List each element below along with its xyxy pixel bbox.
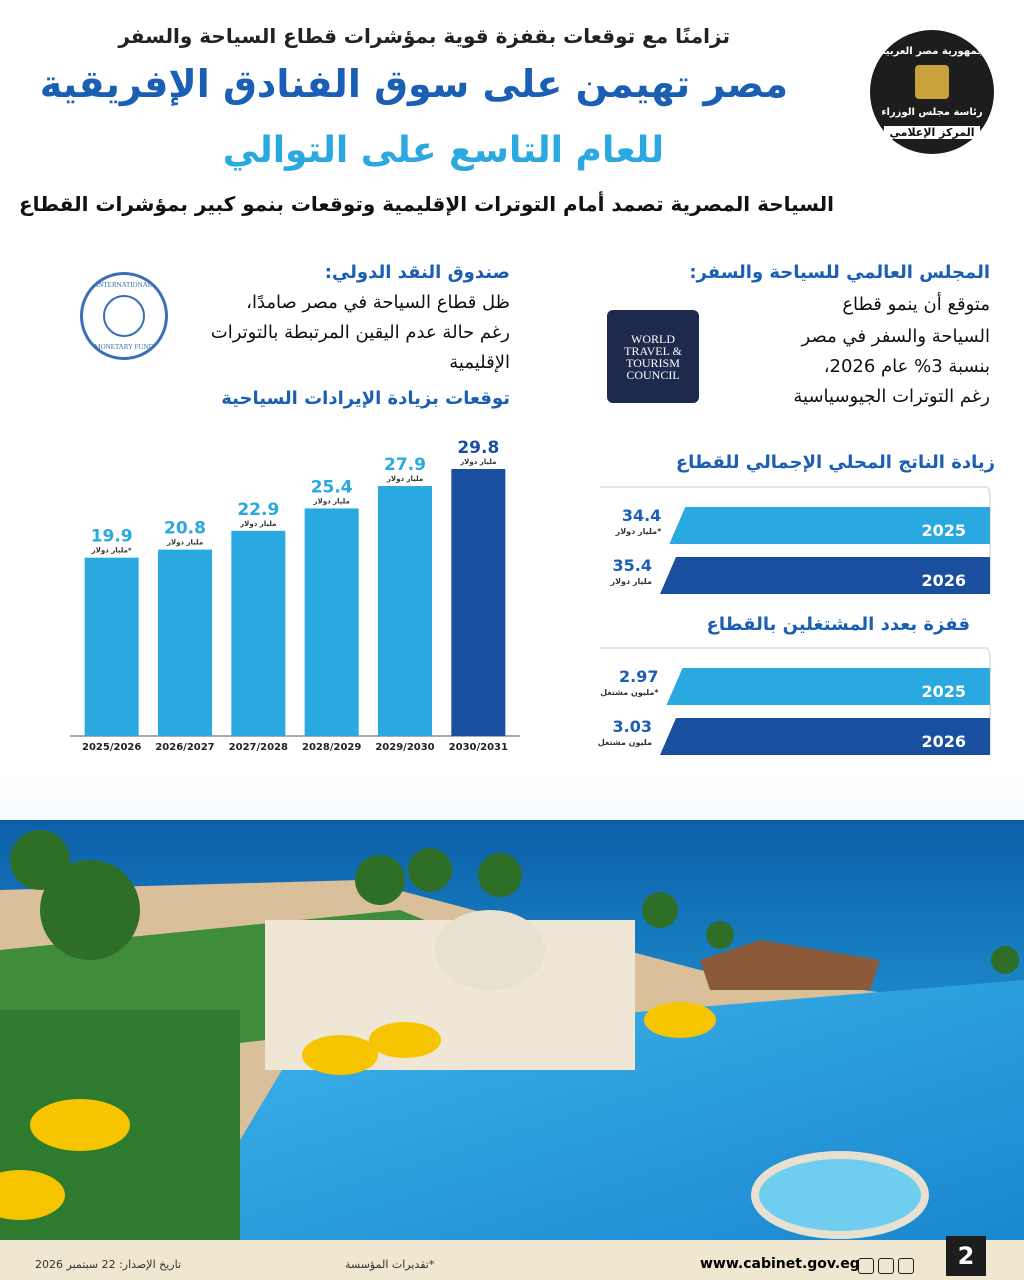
category-label: 2025 <box>921 682 966 701</box>
media-center-logo: جمهورية مصر العربية رئاسة مجلس الوزراء ا… <box>870 30 994 154</box>
logo-text: TRAVEL & <box>624 343 682 358</box>
unit-label: مليون مشتغل* <box>600 688 659 697</box>
unit-label: مليار دولار <box>386 475 423 483</box>
chart-title: توقعات بزيادة الإيرادات السياحية <box>221 388 510 409</box>
bar <box>666 668 990 705</box>
category-label: 2026 <box>921 732 966 751</box>
category-label: 2026 <box>921 571 966 590</box>
logo-text: MONETARY FUND <box>94 343 154 351</box>
bar <box>231 530 286 736</box>
social-icons <box>858 1258 914 1274</box>
logo-globe <box>103 295 145 337</box>
wttc-text: بنسبة 3% عام 2026، <box>823 356 990 377</box>
unit-label: مليار دولار <box>312 497 349 505</box>
imf-text: رغم حالة عدم اليقين المرتبطة بالتوترات <box>210 322 510 343</box>
logo-eagle <box>915 64 949 99</box>
x-icon[interactable] <box>878 1258 894 1274</box>
bar <box>660 718 990 755</box>
x-tick-label: 2028/2029 <box>302 742 361 753</box>
category-label: 2025 <box>921 521 966 540</box>
bar <box>451 469 506 736</box>
value-label: 3.03 <box>613 717 652 736</box>
facebook-icon[interactable] <box>858 1258 874 1274</box>
logo-text: WORLD <box>631 331 675 346</box>
main-title: مصر تهيمن على سوق الفنادق الإفريقية <box>39 62 788 106</box>
resort-photo <box>0 770 1024 1240</box>
footnote: *تقديرات المؤسسة <box>345 1258 435 1271</box>
value-label: 27.9 <box>384 455 426 475</box>
website[interactable]: www.cabinet.gov.eg <box>700 1256 860 1272</box>
bar <box>669 507 990 544</box>
unit-label: مليار دولار <box>239 520 276 528</box>
x-tick-label: 2025/2026 <box>82 742 141 753</box>
bar <box>304 508 359 736</box>
page-number: 2 <box>946 1236 986 1276</box>
logo-text: INTERNATIONAL <box>96 281 152 289</box>
main-title-2: للعام التاسع على التوالي <box>222 130 664 171</box>
wttc-text: رغم التوترات الجيوسياسية <box>793 386 990 407</box>
logo-text: المركز الإعلامي <box>884 125 980 139</box>
x-tick-label: 2026/2027 <box>155 742 214 753</box>
value-label: 20.8 <box>164 519 206 539</box>
unit-label: مليار دولار <box>459 458 496 466</box>
value-label: 22.9 <box>237 500 279 520</box>
unit-label: مليار دولار <box>609 577 652 586</box>
imf-text: الإقليمية <box>449 352 510 373</box>
value-label: 29.8 <box>457 438 499 458</box>
wttc-heading: المجلس العالمي للسياحة والسفر: <box>689 262 990 283</box>
wttc-logo: WORLD TRAVEL & TOURISM COUNCIL <box>607 310 699 403</box>
x-tick-label: 2029/2030 <box>375 742 434 753</box>
chart-title: قفزة بعدد المشتغلين بالقطاع <box>707 614 970 635</box>
panel-bracket <box>600 647 991 753</box>
value-label: 25.4 <box>311 477 353 497</box>
unit-label: مليون مشتغل <box>598 738 652 747</box>
logo-text: جمهورية مصر العربية <box>879 45 985 57</box>
charts: توقعات بزيادة الإيرادات السياحية19.9مليا… <box>70 388 995 755</box>
logo-text: رئاسة مجلس الوزراء <box>881 106 983 118</box>
logo-text: TOURISM <box>626 355 680 370</box>
bar <box>660 557 990 594</box>
panel-bracket <box>600 486 991 592</box>
issue-date: تاريخ الإصدار: 22 سبتمبر 2026 <box>35 1258 182 1271</box>
bar <box>84 557 139 736</box>
kicker: تزامنًا مع توقعات بقفزة قوية بمؤشرات قطا… <box>118 24 730 48</box>
value-label: 19.9 <box>91 527 133 547</box>
x-tick-label: 2027/2028 <box>229 742 288 753</box>
unit-label: مليار دولار* <box>615 527 663 536</box>
imf-text: ظل قطاع السياحة في مصر صامدًا، <box>246 292 510 313</box>
footer <box>0 1240 1024 1280</box>
unit-label: مليار دولار <box>166 539 203 547</box>
unit-label: مليار دولار* <box>91 547 132 555</box>
value-label: 35.4 <box>613 556 652 575</box>
youtube-icon[interactable] <box>898 1258 914 1274</box>
wttc-text: متوقع أن ينمو قطاع <box>842 294 990 315</box>
wttc-text: السياحة والسفر في مصر <box>801 326 990 347</box>
value-label: 34.4 <box>622 506 661 525</box>
value-label: 2.97 <box>619 667 658 686</box>
logo-text: COUNCIL <box>626 367 680 382</box>
imf-heading: صندوق النقد الدولي: <box>324 262 510 283</box>
subtitle: السياحة المصرية تصمد أمام التوترات الإقل… <box>19 192 834 216</box>
bar <box>378 486 432 736</box>
x-tick-label: 2030/2031 <box>449 742 508 753</box>
bar <box>158 549 212 736</box>
imf-logo: INTERNATIONAL MONETARY FUND <box>80 272 168 360</box>
chart-title: زيادة الناتج المحلي الإجمالي للقطاع <box>676 452 995 473</box>
